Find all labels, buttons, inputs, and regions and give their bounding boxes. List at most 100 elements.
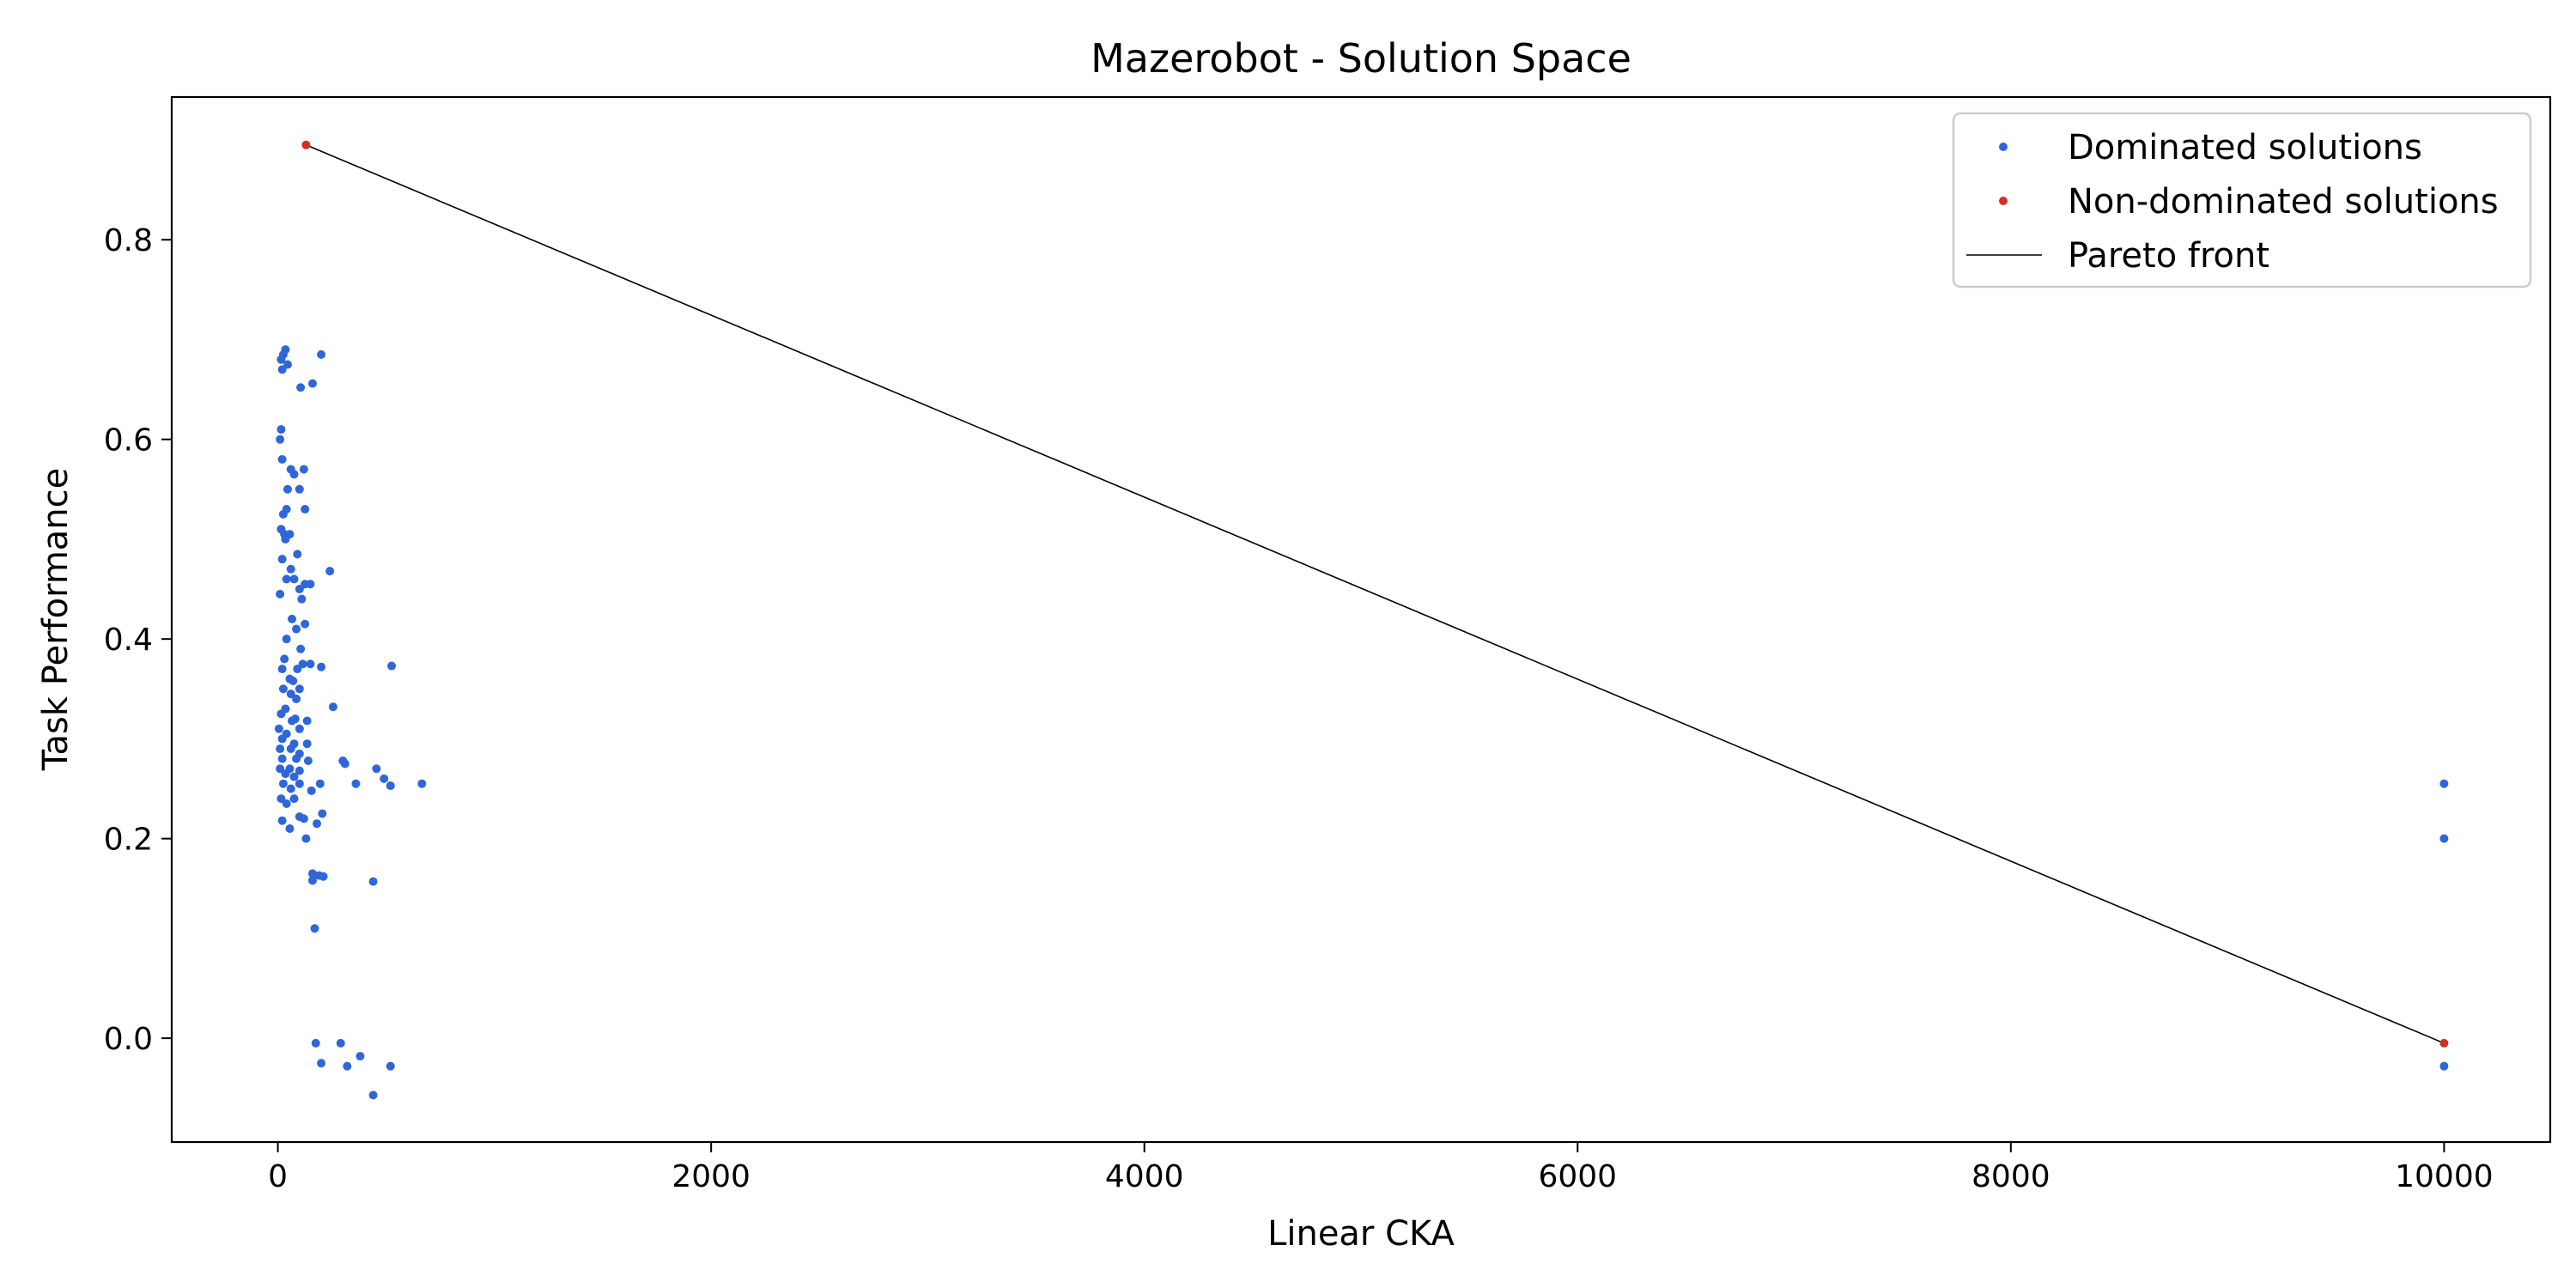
dominated-point [281, 769, 290, 779]
dominated-point [278, 779, 288, 788]
dominated-point [306, 580, 315, 589]
x-tick-label: 2000 [671, 1159, 750, 1194]
dominated-point [274, 724, 283, 733]
x-tick-label: 10000 [2395, 1159, 2494, 1194]
dominated-point [386, 1061, 395, 1071]
data-marks [274, 140, 2449, 1100]
dominated-point [386, 781, 395, 791]
dominated-point [276, 744, 285, 754]
dominated-point [283, 360, 292, 369]
dominated-point [417, 779, 427, 788]
dominated-point [299, 814, 308, 823]
dominated-point [295, 684, 304, 694]
dominated-point [296, 383, 306, 392]
dominated-point [303, 756, 313, 765]
dominated-point [292, 694, 301, 703]
dominated-point [292, 624, 301, 634]
dominated-point [302, 716, 312, 726]
dominated-point [282, 574, 291, 584]
dominated-point [276, 709, 286, 719]
dominated-point [311, 1038, 320, 1048]
dominated-point [296, 644, 306, 653]
dominated-point [295, 779, 304, 788]
non-dominated-point [2439, 1038, 2449, 1048]
x-axis-label: Linear CKA [1267, 1214, 1455, 1254]
dominated-point [280, 654, 289, 664]
dominated-point [295, 724, 304, 733]
dominated-point [289, 470, 299, 479]
dominated-point [307, 379, 317, 388]
dominated-point [285, 824, 295, 834]
dominated-point [276, 425, 286, 434]
dominated-point [293, 665, 302, 674]
dominated-point [292, 754, 301, 763]
dominated-point [295, 766, 304, 775]
dominated-point [355, 1052, 365, 1061]
dominated-point [368, 1091, 378, 1100]
dominated-point [315, 779, 325, 788]
dominated-point [306, 659, 315, 669]
dominated-point [2439, 834, 2449, 843]
dominated-point [297, 594, 307, 604]
dominated-point [317, 1059, 326, 1068]
dominated-point [281, 345, 290, 355]
x-tick-label: 6000 [1538, 1159, 1617, 1194]
non-dominated-point [301, 140, 311, 149]
dominated-point [282, 505, 291, 514]
y-tick-label: 0.4 [104, 623, 153, 658]
plot-area [170, 95, 2552, 1144]
dominated-point [289, 794, 299, 804]
legend-box [1952, 112, 2532, 289]
dominated-point [295, 484, 304, 494]
chart-title: Mazerobot - Solution Space [1091, 35, 1631, 82]
legend-marker-dominated [1999, 143, 2008, 151]
dominated-point [302, 739, 312, 749]
dominated-point [372, 764, 381, 774]
legend-label-dominated: Dominated solutions [2068, 128, 2422, 167]
dominated-point [2439, 1061, 2449, 1071]
dominated-point [293, 550, 302, 559]
dominated-point [310, 924, 319, 933]
x-axis: 0 2000 4000 6000 8000 10000 [268, 1142, 2494, 1194]
dominated-point [313, 819, 322, 829]
dominated-point [283, 484, 292, 494]
dominated-point [277, 665, 287, 674]
legend-label-pareto: Pareto front [2068, 236, 2269, 276]
dominated-point [2439, 779, 2449, 788]
dominated-point [301, 619, 310, 629]
plot-frame [170, 95, 2552, 1144]
dominated-point [288, 716, 297, 726]
dominated-point [301, 505, 310, 514]
dominated-point [307, 876, 317, 885]
dominated-point [282, 799, 291, 808]
dominated-point [318, 809, 327, 818]
dominated-point [278, 684, 288, 694]
dominated-point [343, 1061, 352, 1071]
dominated-point [281, 534, 290, 544]
dominated-point [277, 816, 287, 825]
y-tick-label: 0.6 [104, 423, 153, 459]
dominated-point [317, 349, 326, 359]
dominated-point [307, 786, 316, 795]
dominated-point [317, 662, 326, 671]
dominated-point [276, 589, 285, 598]
dominated-point [286, 784, 295, 793]
y-tick-label: 0.8 [104, 223, 153, 258]
legend-items: Dominated solutions Non-dominated solutio… [1966, 128, 2499, 276]
dominated-point [336, 1038, 345, 1048]
dominated-point [276, 764, 285, 774]
dominated-point [282, 635, 291, 644]
dominated-point [368, 877, 378, 886]
x-tick-label: 4000 [1105, 1159, 1184, 1194]
dominated-point [286, 690, 295, 699]
dominated-point [298, 659, 307, 669]
dominated-point [288, 614, 297, 623]
dominated-point [301, 834, 311, 843]
y-axis-label: Task Performance [36, 468, 76, 772]
legend: Dominated solutions Non-dominated solutio… [1952, 112, 2532, 289]
dominated-point [286, 564, 295, 574]
dominated-point [277, 454, 287, 464]
dominated-point [295, 585, 304, 594]
dominated-point [289, 772, 299, 781]
